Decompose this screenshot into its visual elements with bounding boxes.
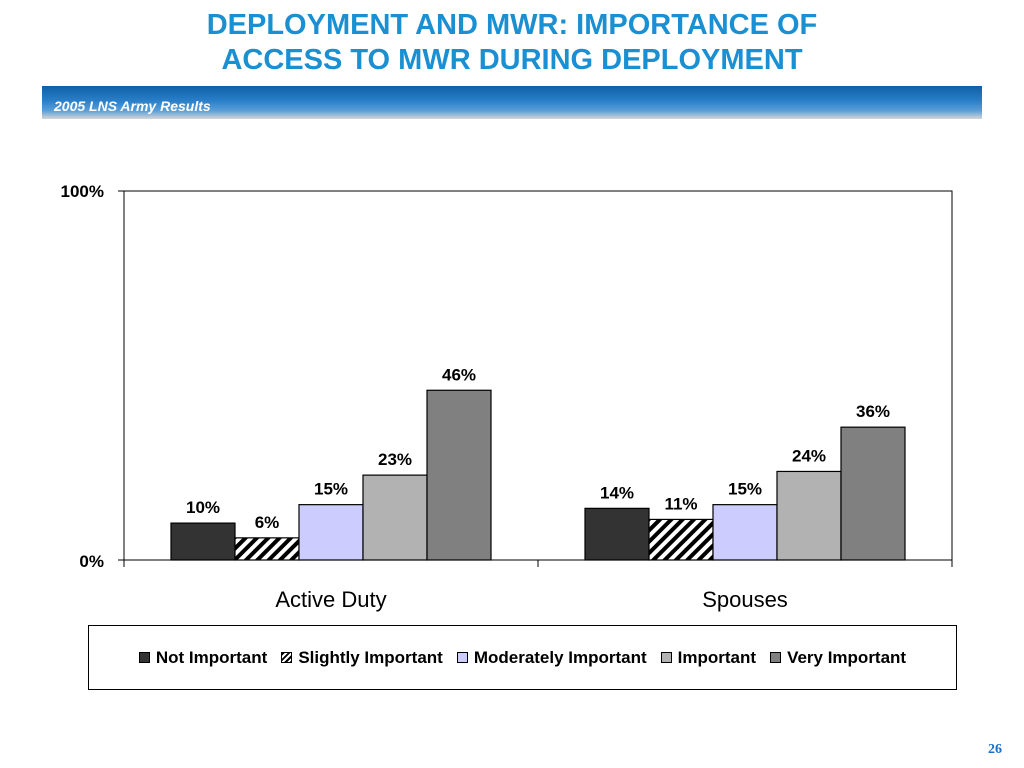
slide-title: DEPLOYMENT AND MWR: IMPORTANCE OF ACCESS…	[0, 8, 1024, 78]
bar-very-important-active-duty	[426, 389, 492, 561]
header-banner: 2005 LNS Army Results	[42, 86, 982, 119]
bar-not-important-active-duty	[170, 522, 236, 561]
legend-label-not-important: Not Important	[155, 647, 268, 667]
legend-swatch-not-important	[138, 652, 150, 663]
legend-item-important: Important	[660, 647, 757, 668]
title-line-2: ACCESS TO MWR DURING DEPLOYMENT	[221, 44, 803, 76]
data-label-not-important-spouses: 14%	[600, 483, 634, 502]
y-tick-label-max: 100%	[61, 182, 104, 201]
legend-swatch-slightly-important	[281, 652, 293, 663]
legend-swatch-moderately-important	[456, 652, 468, 663]
legend-item-very-important: Very Important	[770, 648, 906, 668]
banner-text: 2005 LNS Army Results	[54, 98, 211, 114]
bar-very-important-spouses	[840, 426, 906, 561]
legend-item-moderately-important: Moderately Important	[456, 647, 647, 668]
bar-moderately-important-active-duty	[298, 504, 364, 561]
bar-not-important-spouses	[584, 507, 650, 561]
data-label-moderately-important-spouses: 15%	[728, 480, 762, 499]
legend-label-moderately-important: Moderately Important	[473, 647, 647, 667]
data-label-important-spouses: 24%	[792, 446, 826, 465]
legend-swatch-very-important	[770, 652, 782, 663]
legend-label-important: Important	[677, 647, 757, 667]
data-label-very-important-spouses: 36%	[856, 402, 890, 421]
y-tick-label-min: 0%	[79, 552, 104, 571]
bar-slightly-important-active-duty	[234, 537, 300, 561]
data-label-important-active-duty: 23%	[378, 450, 412, 469]
bar-important-spouses	[776, 470, 842, 561]
legend-item-not-important: Not Important	[138, 647, 268, 668]
title-line-1: DEPLOYMENT AND MWR: IMPORTANCE OF	[206, 9, 818, 41]
chart-legend: Not Important Slightly Important Moderatel…	[88, 625, 957, 690]
bar-slightly-important-spouses	[648, 518, 714, 561]
data-label-slightly-important-spouses: 11%	[664, 494, 697, 513]
data-label-very-important-active-duty: 46%	[442, 365, 476, 384]
legend-swatch-important	[660, 652, 672, 663]
legend-item-slightly-important: Slightly Important	[281, 648, 443, 668]
legend-label-slightly-important: Slightly Important	[298, 647, 443, 667]
bar-important-active-duty	[362, 474, 428, 561]
page-number: 26	[988, 742, 1002, 757]
data-label-not-important-active-duty: 10%	[186, 498, 220, 517]
x-category-label-active-duty: Active Duty	[275, 587, 386, 612]
data-label-moderately-important-active-duty: 15%	[314, 480, 348, 499]
data-label-slightly-important-active-duty: 6%	[255, 513, 280, 532]
legend-label-very-important: Very Important	[787, 647, 907, 667]
bar-moderately-important-spouses	[712, 504, 778, 561]
x-category-label-spouses: Spouses	[702, 587, 788, 612]
